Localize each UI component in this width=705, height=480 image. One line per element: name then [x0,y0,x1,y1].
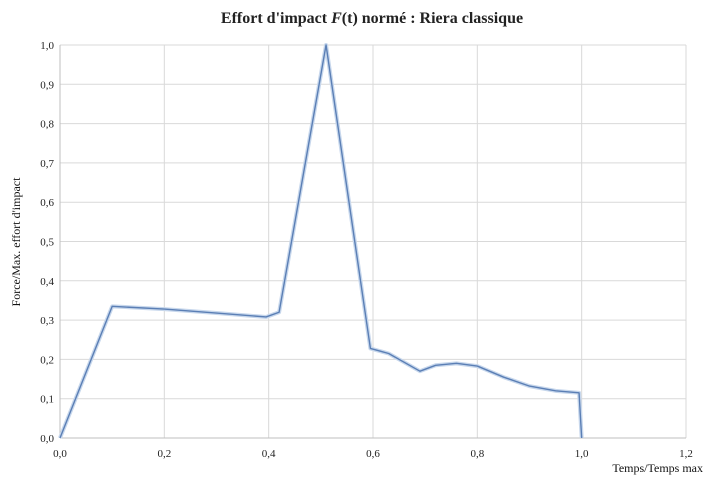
y-tick-label: 0,0 [40,433,54,445]
y-tick-label: 0,4 [40,276,54,288]
x-tick-label: 1,0 [575,448,589,460]
y-tick-label: 0,3 [40,315,54,327]
chart-title-suffix: normé : Riera classique [358,10,523,27]
y-tick-label: 0,2 [40,354,54,366]
x-tick-label: 0,6 [366,448,380,460]
y-tick-label: 0,1 [40,394,54,406]
series-line [59,44,583,439]
y-tick-label: 0,9 [40,79,54,91]
y-axis-label: Force/Max. effort d'impact [9,177,23,307]
x-tick-label: 1,2 [679,448,693,460]
tick-labels: 0,0 0,1 0,2 0,3 0,4 0,5 0,6 0,7 0,8 0,9 1,0 0,0 0,2 0… [40,40,693,460]
x-tick-label: 0,2 [157,448,171,460]
x-tick-label: 0,4 [262,448,276,460]
chart-title-prefix: Effort d'impact [221,10,331,27]
y-tick-label: 0,8 [40,119,54,131]
y-tick-label: 1,0 [40,40,54,52]
x-axis-label: Temps/Temps max [612,461,703,475]
chart-title-variable: F [330,10,342,27]
y-tick-label: 0,6 [40,197,54,209]
x-tick-label: 0,8 [470,448,484,460]
grid [59,44,687,439]
y-tick-label: 0,5 [40,237,54,249]
series [58,43,584,439]
x-tick-label: 0,0 [53,448,67,460]
chart-title-argument: (t) [342,10,358,27]
chart-title: Effort d'impact F(t) normé : Riera class… [221,10,523,27]
y-tick-label: 0,7 [40,158,54,170]
